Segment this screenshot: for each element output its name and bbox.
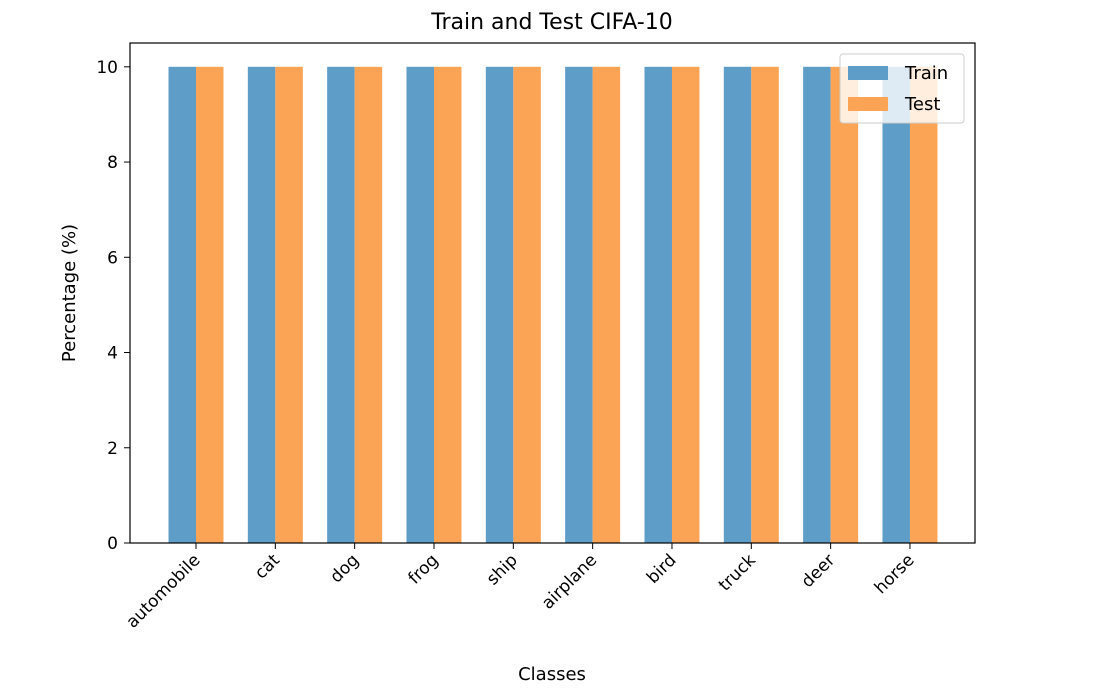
plot-frame xyxy=(129,42,976,544)
bar-test-bird xyxy=(671,66,700,544)
y-tick-label: 10 xyxy=(96,58,118,78)
bar-test-airplane xyxy=(592,66,621,544)
y-axis-label: Percentage (%) xyxy=(59,224,80,362)
bar-test-ship xyxy=(513,66,541,544)
y-axis-ticks: 0 2 4 6 8 10 xyxy=(96,58,130,554)
bar-test-frog xyxy=(433,66,462,544)
bar-test-deer xyxy=(830,66,859,544)
bar-train-frog xyxy=(406,66,434,544)
bar-train-dog xyxy=(327,66,355,544)
bar-train-automobile xyxy=(168,66,196,544)
legend-swatch-train xyxy=(848,66,888,80)
y-tick-label: 4 xyxy=(107,344,118,364)
bar-test-automobile xyxy=(196,66,224,544)
bar-train-ship xyxy=(485,66,514,544)
bar-train-cat xyxy=(247,66,276,544)
bar-train-truck xyxy=(723,66,752,544)
legend-swatch-test xyxy=(848,97,888,111)
bar-train-horse xyxy=(882,66,910,544)
bars-group xyxy=(168,66,938,544)
y-tick-label: 2 xyxy=(107,439,118,459)
y-tick-label: 6 xyxy=(107,248,118,268)
bar-test-horse xyxy=(909,66,938,544)
bar-train-bird xyxy=(644,66,672,544)
chart-title: Train and Test CIFA-10 xyxy=(430,10,672,35)
legend: Train Test xyxy=(839,53,965,124)
legend-label-test: Test xyxy=(904,94,940,115)
y-tick-label: 0 xyxy=(107,534,118,554)
y-tick-label: 8 xyxy=(107,153,118,173)
x-axis-label: Classes xyxy=(518,664,586,685)
bar-test-truck xyxy=(751,66,779,544)
bar-test-cat xyxy=(275,66,303,544)
bar-train-airplane xyxy=(565,66,593,544)
bar-test-dog xyxy=(354,66,383,544)
legend-label-train: Train xyxy=(904,63,948,84)
bar-train-deer xyxy=(803,66,831,544)
